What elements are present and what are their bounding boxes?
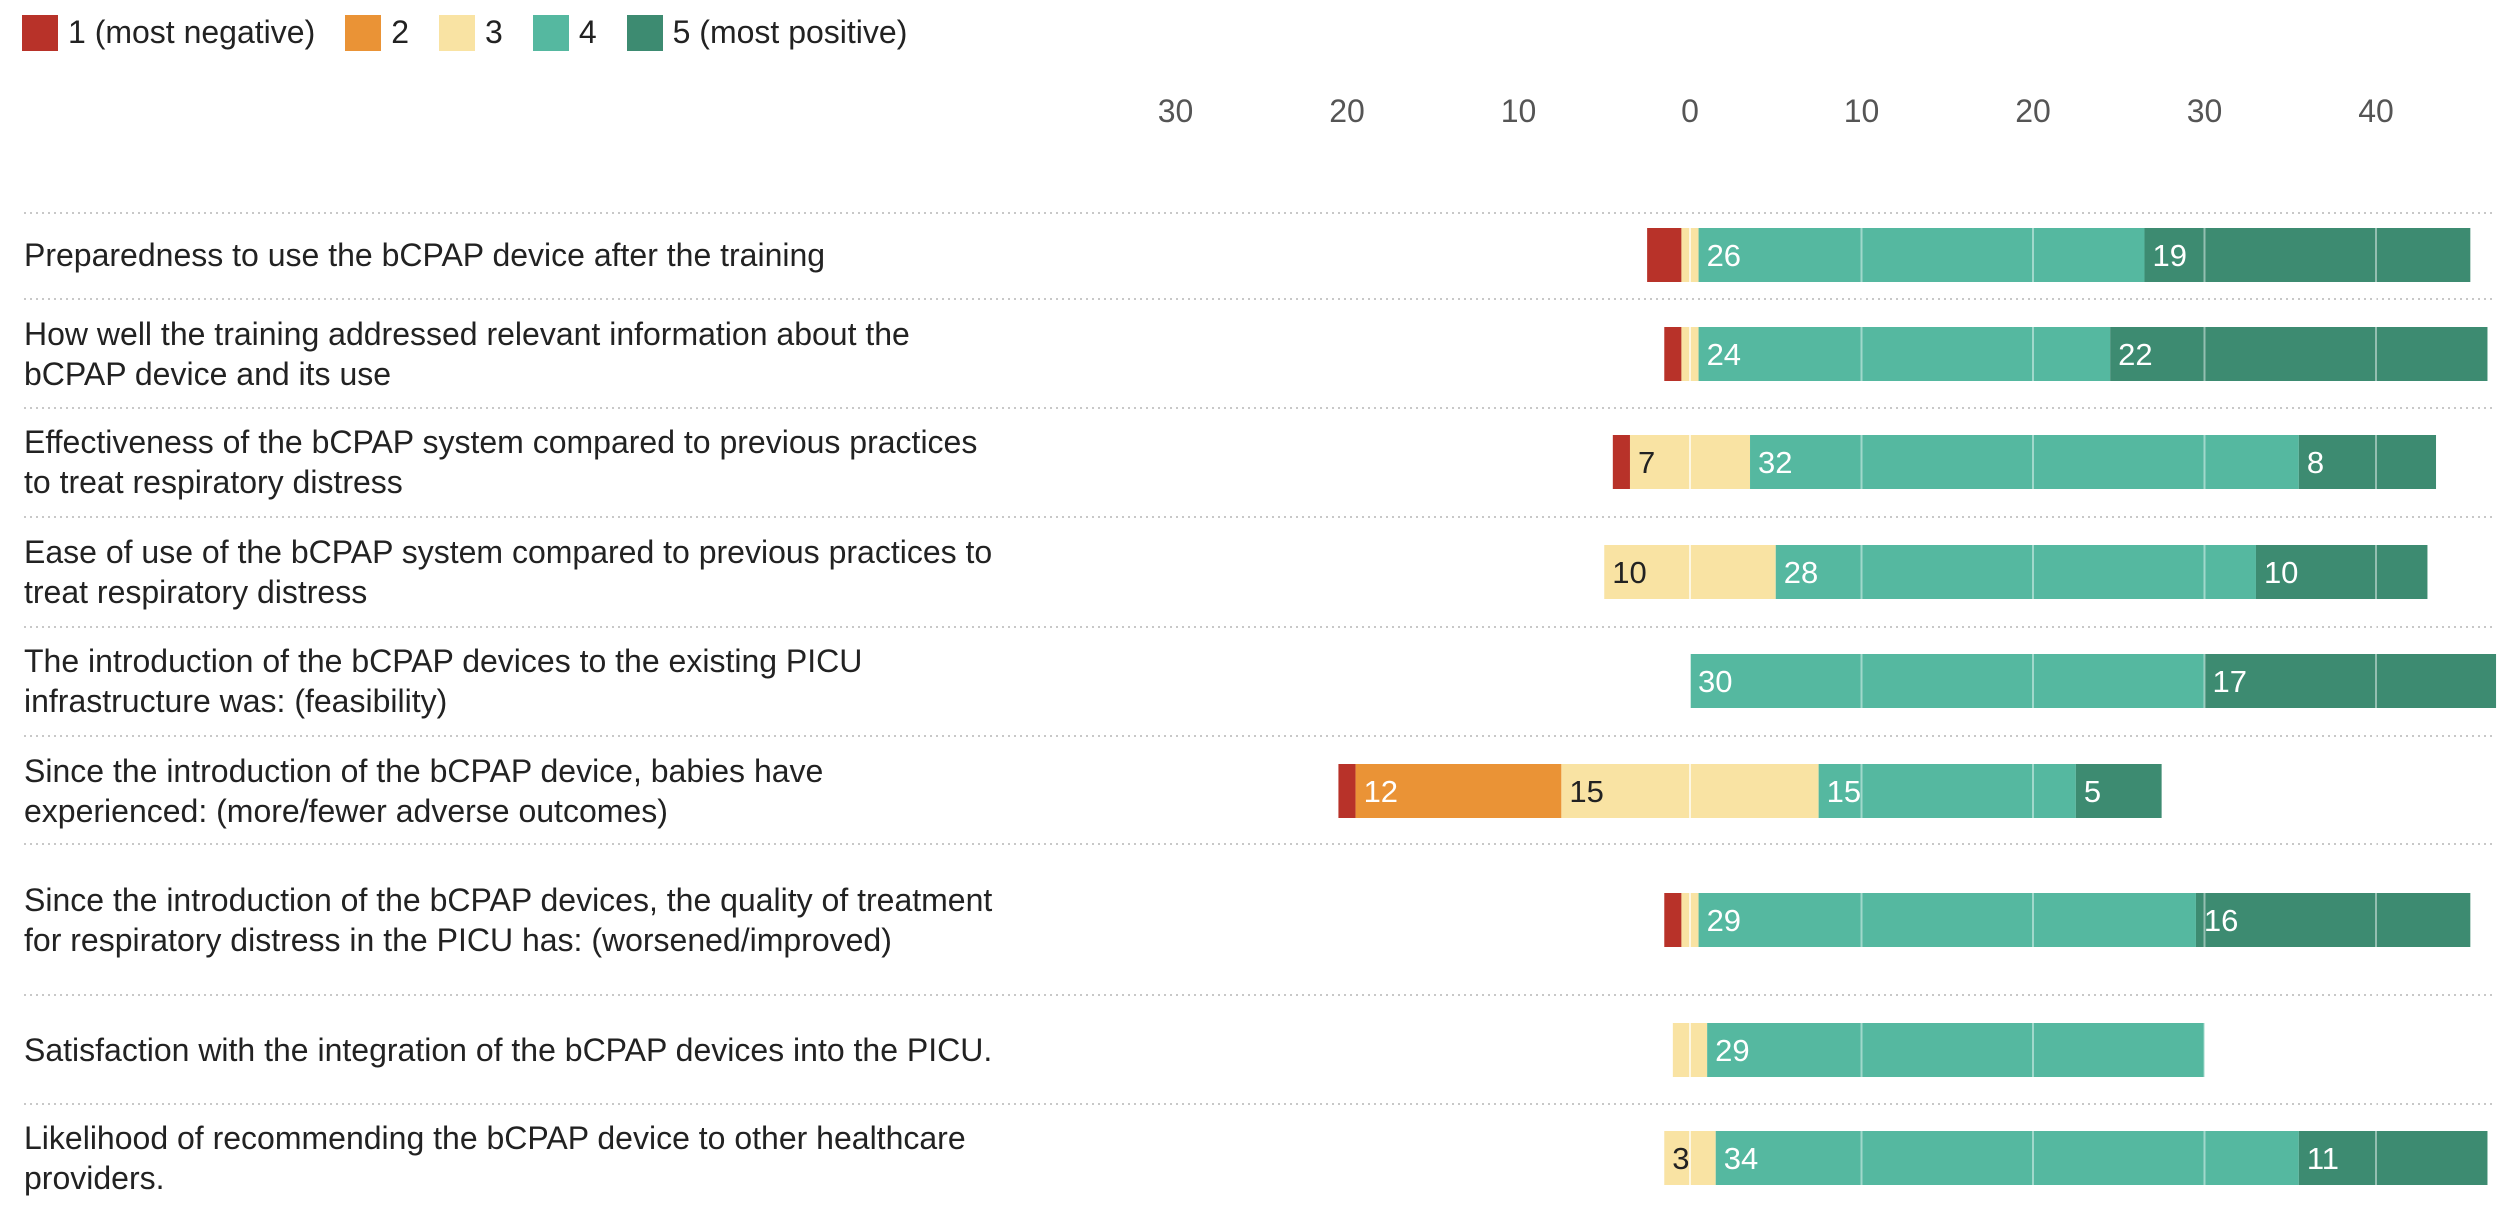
bar-value-label: 16 [2204,903,2238,938]
bar-segment-4 [1818,764,2076,818]
row-label: Since the introduction of the bCPAP devi… [24,882,993,958]
bar-value-label: 11 [2307,1141,2339,1176]
legend-label-1: 1 (most negative) [68,14,316,50]
bar-value-label: 15 [1827,774,1861,809]
legend-swatch-4 [532,14,569,51]
bar-segment-4 [1750,435,2299,489]
bar-value-label: 5 [2084,774,2101,809]
x-tick-label: 30 [1158,93,1194,129]
bar-value-label: 12 [1364,774,1398,809]
x-tick-label: 10 [1501,93,1537,129]
bar-segment-1 [1612,435,1630,489]
legend-item-4: 4 [532,14,597,51]
bar-segment-5 [2204,654,2497,708]
legend-item-5: 5 (most positive) [626,14,908,51]
bar-value-label: 15 [1569,774,1603,809]
bar-segment-4 [1690,654,2205,708]
legend-label-5: 5 (most positive) [672,14,908,50]
bar-value-label: 24 [1707,337,1741,372]
bar-value-label: 28 [1784,555,1818,590]
bar-segment-5 [2110,327,2488,381]
bar-value-label: 34 [1724,1141,1758,1176]
bar-segment-5 [2298,1131,2488,1185]
legend-label-3: 3 [485,14,503,50]
bar-value-label: 32 [1758,445,1792,480]
bar-value-label: 10 [2264,555,2298,590]
x-tick-label: 10 [1844,93,1880,129]
legend-item-1: 1 (most negative) [22,14,315,51]
bar-segment-1 [1664,327,1682,381]
bar-segment-5 [2298,435,2437,489]
bar-value-label: 29 [1715,1033,1749,1068]
bar-segment-1 [1647,228,1682,282]
bar-segment-4 [1775,545,2256,599]
legend: 1 (most negative) 2 3 4 5 (most positive… [22,14,937,51]
bar-segment-2 [1355,764,1562,818]
row-label: Likelihood of recommending the bCPAP dev… [24,1120,966,1196]
bar-segment-5 [2195,893,2471,947]
legend-swatch-3 [439,14,476,51]
x-tick-label: 20 [1329,93,1365,129]
bar-value-label: 30 [1698,664,1732,699]
x-tick-label: 30 [2187,93,2223,129]
bar-segment-1 [1338,764,1356,818]
legend-label-4: 4 [578,14,597,50]
legend-item-2: 2 [345,14,409,51]
bar-segment-5 [2255,545,2428,599]
legend-swatch-1 [22,14,58,51]
x-tick-label: 0 [1681,93,1699,129]
bar-segment-5 [2144,228,2471,282]
x-tick-label: 40 [2358,93,2394,129]
row-label: The introduction of the bCPAP devices to… [24,643,863,719]
bar-value-label: 19 [2152,238,2186,273]
row-label: Since the introduction of the bCPAP devi… [24,753,824,829]
row-label: Ease of use of the bCPAP system compared… [24,534,993,610]
row-label: How well the training addressed relevant… [24,316,910,392]
row-label: Preparedness to use the bCPAP device aft… [24,237,826,273]
bar-segment-4 [1698,893,2196,947]
bar-value-label: 26 [1707,238,1741,273]
bar-value-label: 10 [1612,555,1646,590]
bar-segment-4 [1698,228,2145,282]
bar-value-label: 3 [1672,1141,1689,1176]
bar-value-label: 17 [2213,664,2247,699]
bar-segment-4 [1698,327,2111,381]
bar-value-label: 29 [1707,903,1741,938]
legend-label-2: 2 [391,14,410,50]
bar-segment-4 [1715,1131,2299,1185]
legend-item-3: 3 [439,14,503,51]
legend-swatch-2 [345,14,382,51]
bar-value-label: 8 [2307,445,2324,480]
bar-segment-4 [1707,1023,2205,1077]
x-tick-label: 20 [2015,93,2051,129]
bar-value-label: 7 [1638,445,1655,480]
row-label: Satisfaction with the integration of the… [24,1032,993,1068]
bar-segment-1 [1664,893,1682,947]
row-label: Effectiveness of the bCPAP system compar… [24,424,978,500]
bar-value-label: 22 [2118,337,2152,372]
legend-swatch-5 [626,14,663,51]
bar-segment-5 [2075,764,2162,818]
